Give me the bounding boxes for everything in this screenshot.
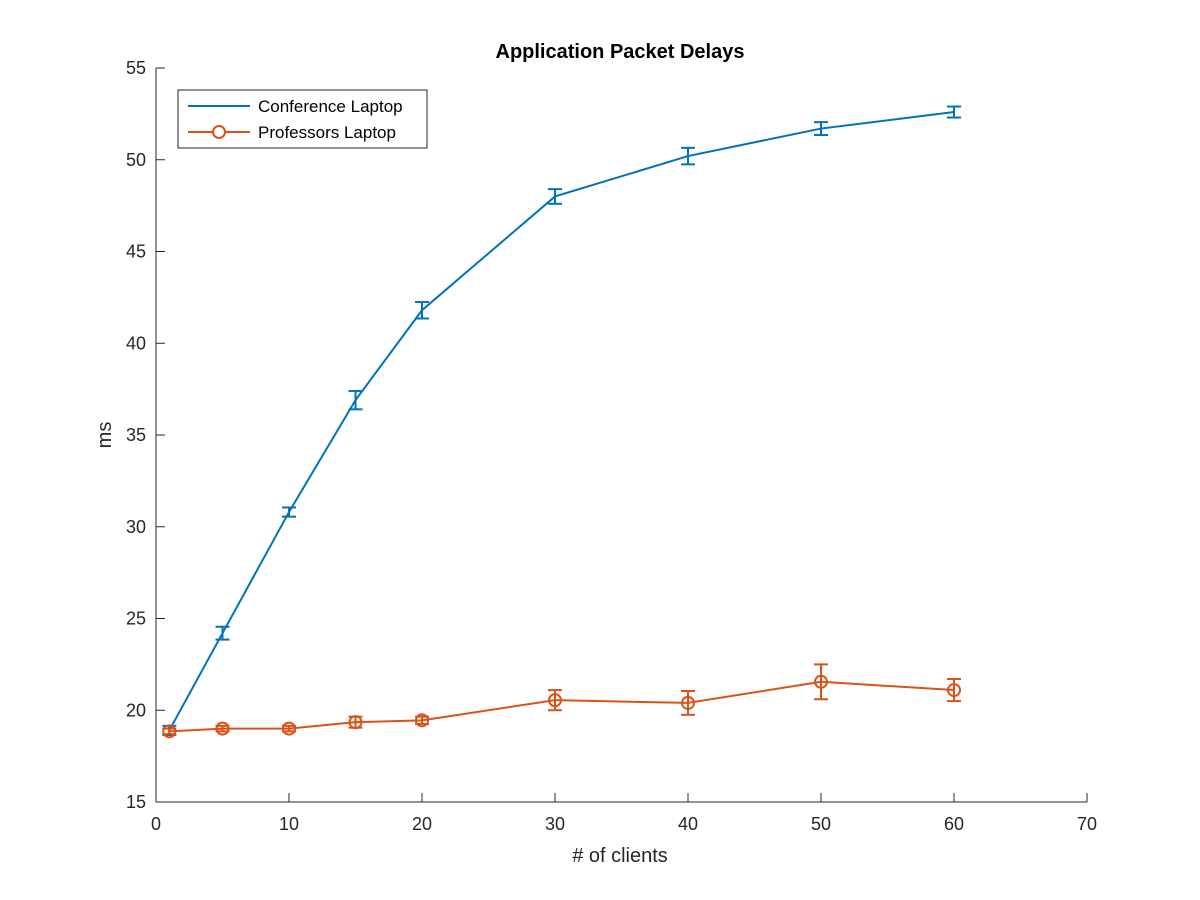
data-point: [415, 713, 429, 728]
data-point: [681, 695, 695, 710]
x-tick-label: 30: [545, 814, 565, 834]
data-point: [282, 721, 296, 736]
error-bar: [681, 146, 695, 166]
legend-item-1: Professors Laptop: [188, 123, 396, 142]
data-point: [215, 721, 230, 736]
error-bar: [681, 689, 695, 716]
legend-label: Professors Laptop: [258, 123, 396, 142]
plot-background: [156, 68, 1087, 802]
data-point: [947, 683, 961, 698]
legend-marker: [212, 125, 226, 139]
error-bar: [947, 105, 961, 119]
x-axis-label: # of clients: [572, 845, 668, 867]
x-tick-label: 0: [151, 814, 161, 834]
x-tick-label: 60: [944, 814, 964, 834]
data-point: [348, 715, 363, 730]
error-bar: [282, 506, 296, 518]
x-tick-label: 10: [279, 814, 299, 834]
y-tick-label: 30: [126, 517, 146, 537]
error-bar: [947, 678, 961, 703]
plot-area: [162, 105, 961, 739]
x-tick-label: 20: [412, 814, 432, 834]
data-point: [814, 674, 828, 689]
data-point: [162, 724, 177, 739]
y-tick-label: 55: [126, 58, 146, 78]
error-bar: [814, 121, 828, 136]
x-tick-label: 70: [1077, 814, 1097, 834]
error-bar: [415, 300, 429, 320]
x-tick-label: 40: [678, 814, 698, 834]
error-bar: [548, 188, 562, 205]
y-tick-label: 35: [126, 425, 146, 445]
series-1: [162, 663, 961, 739]
chart-title: Application Packet Delays: [496, 41, 745, 63]
legend-label: Conference Laptop: [258, 97, 403, 116]
y-tick-label: 40: [126, 333, 146, 353]
error-bar: [814, 663, 828, 701]
error-bar: [348, 389, 363, 411]
y-tick-label: 20: [126, 700, 146, 720]
axes: 0 10 20 30 40 50 60 70 15 20 25 30 35 40 45 50 55: [126, 58, 1097, 834]
legend: Conference Laptop Professors Laptop: [177, 89, 428, 149]
series-0: [162, 105, 961, 737]
y-axis-label: ms: [94, 422, 116, 449]
x-tick-label: 50: [811, 814, 831, 834]
error-bar: [215, 625, 230, 641]
y-tick-label: 25: [126, 609, 146, 629]
data-point: [548, 693, 562, 708]
y-tick-label: 45: [126, 242, 146, 262]
legend-item-0: Conference Laptop: [188, 97, 403, 116]
y-tick-label: 15: [126, 792, 146, 812]
y-tick-label: 50: [126, 150, 146, 170]
